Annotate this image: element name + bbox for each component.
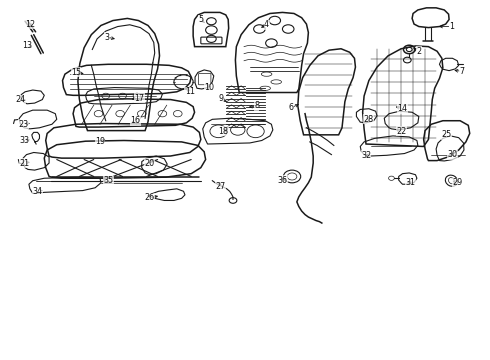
Text: 6: 6 — [289, 103, 294, 112]
Text: 3: 3 — [105, 33, 110, 42]
Text: 33: 33 — [19, 136, 29, 145]
Text: 29: 29 — [452, 178, 463, 187]
Text: 24: 24 — [15, 95, 25, 104]
Text: 35: 35 — [103, 176, 113, 185]
Text: 9: 9 — [219, 94, 223, 103]
Text: 28: 28 — [364, 115, 374, 124]
Text: 4: 4 — [264, 20, 269, 29]
Text: 19: 19 — [95, 137, 105, 146]
Text: 15: 15 — [71, 68, 81, 77]
Text: 2: 2 — [416, 47, 421, 56]
Text: 21: 21 — [19, 158, 29, 167]
Text: 7: 7 — [460, 67, 465, 76]
Text: 13: 13 — [22, 41, 32, 50]
Text: 18: 18 — [219, 127, 228, 136]
Text: 22: 22 — [396, 127, 406, 136]
Text: 10: 10 — [204, 83, 215, 92]
Text: 8: 8 — [254, 102, 259, 111]
Text: 36: 36 — [277, 176, 288, 185]
Text: 16: 16 — [130, 116, 141, 125]
Text: 34: 34 — [32, 187, 43, 196]
Text: 23: 23 — [18, 120, 28, 129]
Text: 1: 1 — [449, 22, 454, 31]
Text: 30: 30 — [447, 150, 458, 159]
Text: 32: 32 — [361, 151, 371, 160]
Text: 5: 5 — [198, 15, 203, 24]
Text: 31: 31 — [406, 178, 416, 187]
Text: 27: 27 — [215, 182, 225, 191]
Text: 11: 11 — [185, 87, 195, 96]
Text: 20: 20 — [145, 158, 155, 167]
Text: 26: 26 — [145, 193, 155, 202]
Text: 12: 12 — [25, 19, 35, 28]
Text: 17: 17 — [134, 94, 145, 103]
Text: 14: 14 — [397, 104, 408, 113]
Text: 25: 25 — [441, 130, 452, 139]
